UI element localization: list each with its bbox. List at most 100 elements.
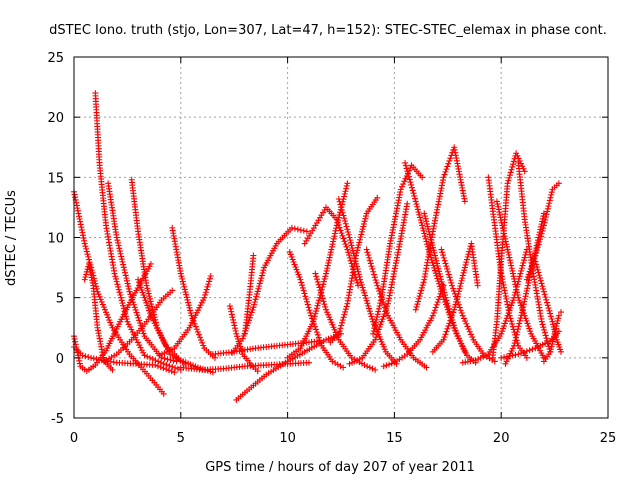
data-point <box>140 292 147 299</box>
data-point <box>525 271 532 278</box>
data-point <box>417 214 424 221</box>
data-arc <box>156 273 214 359</box>
data-point <box>183 294 190 301</box>
data-point <box>116 245 123 252</box>
data-point <box>442 331 449 338</box>
data-point <box>456 304 463 311</box>
data-point <box>422 215 429 222</box>
data-point <box>432 304 439 311</box>
data-point <box>376 323 383 330</box>
data-point <box>127 291 134 298</box>
data-point <box>299 282 306 289</box>
data-point <box>341 193 348 200</box>
y-tick-label: -5 <box>51 412 64 427</box>
data-point <box>125 321 132 328</box>
data-point <box>369 265 376 272</box>
data-point <box>439 249 446 256</box>
data-point <box>331 233 338 240</box>
data-point <box>350 250 357 257</box>
data-point <box>318 290 325 297</box>
data-point <box>81 237 88 244</box>
data-point <box>420 227 427 234</box>
data-point <box>421 230 428 237</box>
data-point <box>111 270 118 277</box>
data-point <box>312 310 319 317</box>
data-point <box>505 177 512 184</box>
data-point <box>512 283 519 290</box>
data-point <box>304 301 311 308</box>
data-point <box>412 306 419 313</box>
data-point <box>522 315 529 322</box>
data-point <box>540 288 547 295</box>
data-point <box>137 284 144 291</box>
data-point <box>353 263 360 270</box>
data-point <box>341 217 348 224</box>
data-point <box>503 353 510 360</box>
data-point <box>383 362 390 369</box>
data-point <box>373 316 380 323</box>
data-point <box>105 314 112 321</box>
data-point <box>531 255 538 262</box>
data-point <box>147 298 154 305</box>
data-point <box>232 325 239 332</box>
data-point <box>123 316 130 323</box>
data-point <box>380 313 387 320</box>
data-point <box>197 334 204 341</box>
data-point <box>519 306 526 313</box>
data-point <box>300 227 307 234</box>
data-point <box>541 326 548 333</box>
data-point <box>383 307 390 314</box>
data-point <box>106 317 113 324</box>
data-point <box>491 358 498 365</box>
data-point <box>416 211 423 218</box>
data-point <box>357 234 364 241</box>
data-point <box>514 326 521 333</box>
data-point <box>502 238 509 245</box>
data-point <box>545 203 552 210</box>
data-point <box>418 284 425 291</box>
data-point <box>85 354 92 361</box>
data-point <box>148 301 155 308</box>
data-point <box>504 243 511 250</box>
data-point <box>404 200 411 207</box>
data-point <box>359 226 366 233</box>
data-point <box>76 360 83 367</box>
y-tick-label: 25 <box>47 51 64 66</box>
data-point <box>518 312 525 319</box>
data-point <box>90 355 97 362</box>
data-point <box>113 234 120 241</box>
data-point <box>321 275 328 282</box>
data-point <box>101 306 108 313</box>
data-point <box>135 279 142 286</box>
data-point <box>445 323 452 330</box>
data-point <box>335 221 342 228</box>
data-point <box>542 214 549 221</box>
data-point <box>461 267 468 274</box>
data-point <box>541 329 548 336</box>
data-point <box>234 333 241 340</box>
data-point <box>441 292 448 299</box>
data-point <box>231 322 238 329</box>
data-point <box>308 312 315 319</box>
data-point <box>193 326 200 333</box>
data-point <box>509 299 516 306</box>
data-point <box>377 321 384 328</box>
data-point <box>180 281 187 288</box>
data-point <box>109 366 116 373</box>
x-tick-label: 20 <box>493 431 510 446</box>
data-point <box>195 331 202 338</box>
data-point <box>335 195 342 202</box>
data-point <box>438 278 445 285</box>
data-point <box>550 335 557 342</box>
data-point <box>445 271 452 278</box>
data-point <box>512 281 519 288</box>
data-point <box>376 302 383 309</box>
data-point <box>342 241 349 248</box>
data-point <box>506 309 513 316</box>
data-arc <box>128 176 189 367</box>
data-point <box>526 325 533 332</box>
data-point <box>83 245 90 252</box>
data-point <box>518 309 525 316</box>
data-point <box>103 356 110 363</box>
data-point <box>493 198 500 205</box>
